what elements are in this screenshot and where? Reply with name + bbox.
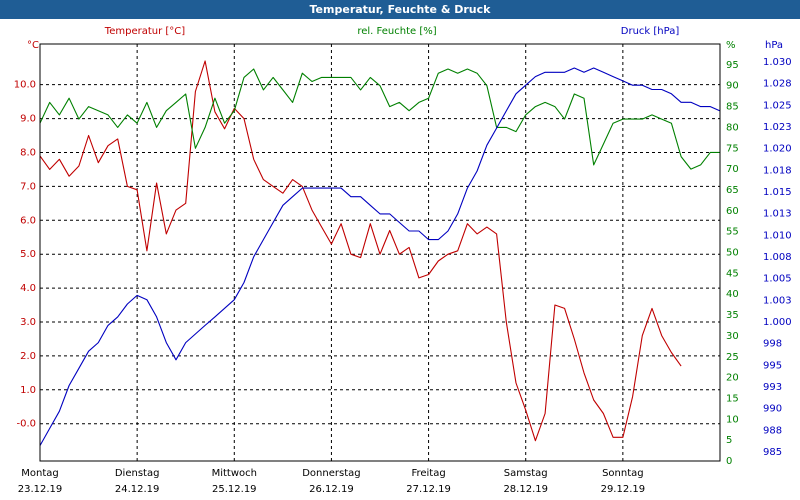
- legend-press: Druck [hPa]: [621, 26, 680, 37]
- press-tick-label: 1.008: [763, 252, 792, 263]
- temp-tick-label: 5.0: [20, 249, 36, 260]
- hum-tick-label: 20: [726, 373, 739, 384]
- hum-tick-label: 25: [726, 352, 739, 363]
- press-tick-label: 985: [763, 447, 782, 458]
- press-tick-label: 1.005: [763, 274, 792, 285]
- hum-tick-label: 95: [726, 60, 739, 71]
- x-tick-date: 29.12.19: [601, 484, 646, 495]
- press-tick-label: 1.023: [763, 122, 792, 133]
- press-tick-label: 993: [763, 382, 782, 393]
- temp-unit-label: °C: [27, 40, 39, 51]
- hum-tick-label: 75: [726, 143, 739, 154]
- hum-tick-label: 90: [726, 81, 739, 92]
- press-tick-label: 1.003: [763, 295, 792, 306]
- series-line-temp: [39, 60, 682, 442]
- x-tick-day: Mittwoch: [212, 468, 257, 479]
- series-line-press: [39, 67, 721, 446]
- temp-tick-label: 9.0: [20, 114, 36, 125]
- hum-tick-label: 80: [726, 122, 739, 133]
- press-tick-label: 1.025: [763, 100, 792, 111]
- x-tick-day: Donnerstag: [302, 468, 360, 479]
- press-tick-label: 1.020: [763, 144, 792, 155]
- press-tick-label: 1.015: [763, 187, 792, 198]
- press-tick-label: 1.000: [763, 317, 792, 328]
- press-tick-label: 1.018: [763, 165, 792, 176]
- press-tick-label: 995: [763, 360, 782, 371]
- plot-frame: [39, 43, 721, 462]
- hum-tick-label: 60: [726, 206, 739, 217]
- press-tick-label: 1.028: [763, 79, 792, 90]
- hum-tick-label: 40: [726, 289, 739, 300]
- press-tick-label: 1.010: [763, 230, 792, 241]
- temp-tick-label: 7.0: [20, 181, 36, 192]
- series-layer: [39, 60, 721, 446]
- temp-tick-label: 1.0: [20, 385, 36, 396]
- hum-tick-label: 0: [726, 456, 732, 467]
- press-tick-label: 998: [763, 339, 782, 350]
- x-tick-date: 28.12.19: [503, 484, 548, 495]
- temp-tick-label: 3.0: [20, 317, 36, 328]
- temp-tick-label: 2.0: [20, 351, 36, 362]
- hum-tick-label: 50: [726, 248, 739, 259]
- x-tick-date: 26.12.19: [309, 484, 354, 495]
- hum-tick-label: 55: [726, 227, 739, 238]
- series-line-hum: [39, 68, 720, 170]
- hum-unit-label: %: [726, 40, 736, 51]
- axis-labels: Montag 23.12.19 Dienstag 24.12.19 Mittwoch 25…: [14, 26, 792, 495]
- hum-tick-label: 15: [726, 393, 739, 404]
- x-tick-day: Montag: [21, 468, 58, 479]
- x-tick-day: Dienstag: [115, 468, 160, 479]
- legend-hum: rel. Feuchte [%]: [357, 26, 436, 37]
- press-tick-label: 990: [763, 404, 782, 415]
- chart-title: Temperatur, Feuchte & Druck: [0, 0, 800, 19]
- temp-tick-label: 8.0: [20, 147, 36, 158]
- press-tick-label: 1.013: [763, 209, 792, 220]
- hum-tick-label: 65: [726, 185, 739, 196]
- hum-tick-label: 30: [726, 331, 739, 342]
- press-tick-label: 988: [763, 425, 782, 436]
- axes: [39, 43, 721, 462]
- temp-tick-label: -0.0: [16, 419, 36, 430]
- hum-tick-label: 5: [726, 435, 732, 446]
- hum-tick-label: 35: [726, 310, 739, 321]
- temp-tick-label: 10.0: [14, 80, 36, 91]
- hum-tick-label: 85: [726, 102, 739, 113]
- x-tick-date: 24.12.19: [115, 484, 160, 495]
- x-tick-date: 27.12.19: [406, 484, 451, 495]
- grid-lines: [40, 44, 720, 461]
- hum-tick-label: 45: [726, 268, 739, 279]
- x-tick-day: Samstag: [504, 468, 548, 479]
- temp-tick-label: 4.0: [20, 283, 36, 294]
- x-tick-date: 25.12.19: [212, 484, 257, 495]
- legend-temp: Temperatur [°C]: [104, 26, 185, 37]
- temp-tick-label: 6.0: [20, 215, 36, 226]
- press-tick-label: 1.030: [763, 57, 792, 68]
- hum-tick-label: 70: [726, 164, 739, 175]
- press-unit-label: hPa: [765, 40, 783, 51]
- x-tick-date: 23.12.19: [18, 484, 63, 495]
- hum-tick-label: 10: [726, 414, 739, 425]
- x-tick-day: Sonntag: [602, 468, 644, 479]
- x-tick-day: Freitag: [411, 468, 445, 479]
